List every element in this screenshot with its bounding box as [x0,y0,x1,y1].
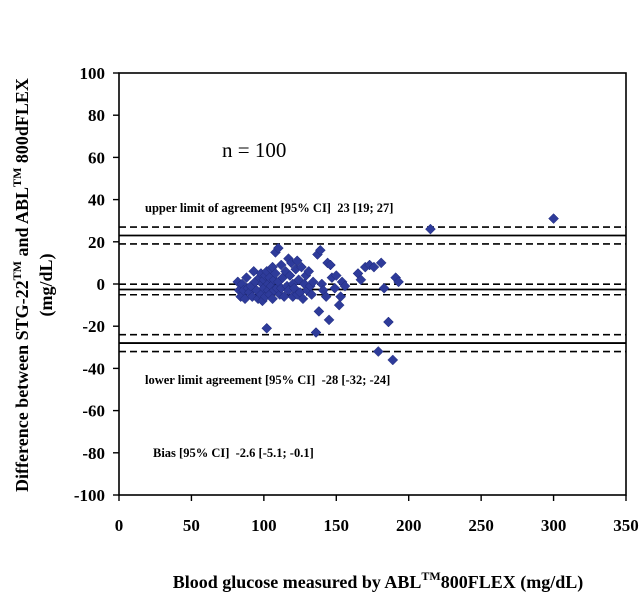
data-point [425,223,436,235]
y-tick-label: -80 [82,444,105,463]
x-axis: 0 50 100 150 200 250 300 350 [115,495,639,535]
y-tick-label: 100 [80,64,106,83]
data-point [333,299,345,311]
x-tick-label: 50 [183,516,200,535]
y-title-part-2: and ABL [12,187,32,261]
x-title-part-1: Blood glucose measured by ABL [173,572,422,592]
data-point [275,259,287,271]
data-point [330,270,342,281]
data-point [548,213,559,224]
y-title-sup-2: TM [10,168,24,187]
y-tick-label: -100 [74,486,105,505]
y-tick-label: -20 [82,317,105,336]
y-title-part-1: Difference between STG-22 [12,280,32,492]
y-axis-title: Difference between STG-22TM and ABLTM 80… [10,78,57,492]
data-point [320,291,332,303]
data-point [372,346,384,357]
data-point [284,270,296,281]
x-axis-title: Blood glucose measured by ABLTM800FLEX (… [173,569,584,593]
svg-text:Difference between STG-22TM an: Difference between STG-22TM and ABLTM 80… [10,78,32,492]
data-point [383,316,394,328]
agreement-lines [119,226,626,353]
data-point [307,276,319,288]
data-point [291,255,303,267]
data-point [325,259,336,271]
data-point [323,314,335,326]
data-point [339,280,351,292]
y-tick-label: -40 [82,359,105,378]
y-tick-label: 40 [88,191,105,210]
x-title-part-2: 800FLEX (mg/dL) [441,572,584,593]
data-point [272,242,284,254]
y-axis: 100 80 60 40 20 0 -20 -40 -60 -80 -100 [74,64,119,505]
bias-label: Bias [95% CI] -2.6 [-5.1; -0.1] [153,446,314,460]
data-point [355,274,367,286]
data-point [310,327,322,338]
data-point [368,261,380,273]
data-point [297,293,309,305]
data-point [378,282,390,294]
y-title-line-2: (mg/dL) [36,253,57,316]
data-point [393,276,404,288]
data-point [246,291,258,303]
y-tick-label: 20 [88,233,105,252]
data-point [296,261,307,273]
data-point [314,244,326,256]
data-point [303,265,315,277]
x-tick-label: 0 [115,516,124,535]
data-point [278,291,290,303]
lower-limit-label: lower limit agreement [95% CI] -28 [-32;… [145,373,390,387]
x-title-sup: TM [421,569,440,583]
x-tick-label: 250 [468,516,494,535]
y-tick-label: 80 [88,106,105,125]
data-point [329,282,341,294]
data-point [270,268,281,279]
data-points [232,213,559,366]
data-point [261,322,273,334]
data-point [375,257,387,269]
x-tick-label: 300 [541,516,567,535]
upper-limit-label: upper limit of agreement [95% CI] 23 [19… [145,201,393,215]
x-tick-label: 350 [613,516,639,535]
y-title-part-3: 800dFLEX [12,78,32,168]
data-point [267,293,278,305]
y-tick-label: -60 [82,402,105,421]
y-title-sup-1: TM [10,261,24,280]
data-point [313,306,325,317]
x-tick-label: 150 [324,516,350,535]
x-tick-label: 200 [396,516,422,535]
data-point [335,291,346,303]
data-point [241,272,252,284]
data-point [306,289,318,300]
data-point [387,354,399,366]
y-tick-label: 0 [97,275,106,294]
n-label: n = 100 [222,138,286,162]
x-tick-label: 100 [251,516,277,535]
y-tick-label: 60 [88,148,105,167]
